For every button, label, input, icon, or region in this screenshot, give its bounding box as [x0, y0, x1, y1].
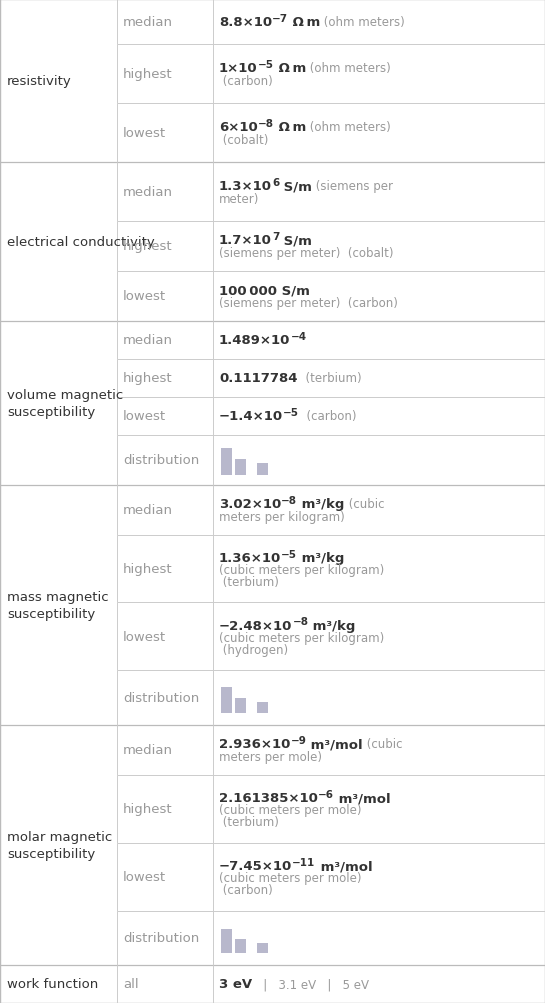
Text: −1.4×10: −1.4×10 [219, 410, 283, 423]
Text: molar magnetic
susceptibility: molar magnetic susceptibility [7, 830, 112, 860]
Text: (siemens per meter)  (cobalt): (siemens per meter) (cobalt) [219, 247, 393, 260]
Text: −7: −7 [272, 14, 288, 24]
Bar [257, 703, 268, 713]
Text: −6: −6 [318, 788, 334, 798]
Text: −5: −5 [281, 549, 297, 559]
Text: 2.161385×10: 2.161385×10 [219, 791, 318, 804]
Text: 7: 7 [272, 232, 279, 242]
Text: (terbium): (terbium) [298, 372, 361, 385]
Text: lowest: lowest [123, 290, 166, 303]
Text: highest: highest [123, 240, 173, 253]
Text: all: all [123, 978, 138, 991]
Text: lowest: lowest [123, 127, 166, 140]
Text: S/m: S/m [279, 180, 312, 193]
Bar [221, 687, 232, 713]
Text: 1.36×10: 1.36×10 [219, 552, 281, 565]
Text: (cubic meters per mole): (cubic meters per mole) [219, 803, 361, 816]
Text: highest: highest [123, 802, 173, 815]
Text: lowest: lowest [123, 630, 166, 643]
Text: −11: −11 [292, 857, 316, 867]
Text: (carbon): (carbon) [299, 410, 356, 423]
Text: work function: work function [7, 978, 98, 991]
Text: highest: highest [123, 563, 173, 576]
Text: S/m: S/m [279, 234, 312, 247]
Text: (siemens per: (siemens per [312, 180, 393, 193]
Text: 6×10: 6×10 [219, 121, 258, 134]
Text: m³/mol: m³/mol [306, 737, 363, 750]
Text: (cobalt): (cobalt) [219, 134, 268, 147]
Text: −9: −9 [290, 735, 306, 745]
Text: (hydrogen): (hydrogen) [219, 643, 288, 656]
Text: 0.1117784: 0.1117784 [219, 372, 298, 385]
Bar [221, 448, 232, 475]
Text: (cubic: (cubic [344, 497, 384, 511]
Text: 100 000 S/m: 100 000 S/m [219, 284, 310, 297]
Text: −5: −5 [258, 60, 274, 69]
Text: meters per kilogram): meters per kilogram) [219, 511, 345, 524]
Bar [221, 929, 232, 953]
Text: Ω m: Ω m [274, 121, 306, 134]
Text: −8: −8 [292, 617, 308, 627]
Text: electrical conductivity: electrical conductivity [7, 236, 155, 249]
Text: 3 eV: 3 eV [219, 978, 252, 991]
Text: −4: −4 [290, 331, 306, 341]
Text: (cubic meters per kilogram): (cubic meters per kilogram) [219, 564, 384, 577]
Text: highest: highest [123, 372, 173, 385]
Text: resistivity: resistivity [7, 75, 72, 88]
Text: (carbon): (carbon) [219, 75, 272, 88]
Bar [257, 463, 268, 475]
Text: 3.02×10: 3.02×10 [219, 497, 281, 511]
Text: |   3.1 eV   |   5 eV: | 3.1 eV | 5 eV [252, 978, 369, 991]
Text: Ω m: Ω m [288, 16, 320, 29]
Bar [235, 939, 246, 953]
Bar [235, 460, 246, 475]
Text: −8: −8 [258, 118, 274, 128]
Text: 1×10: 1×10 [219, 62, 258, 75]
Text: 6: 6 [272, 178, 279, 188]
Text: (cubic: (cubic [363, 737, 402, 750]
Text: distribution: distribution [123, 453, 199, 466]
Text: −5: −5 [283, 407, 299, 417]
Text: 1.489×10: 1.489×10 [219, 334, 290, 347]
Text: Ω m: Ω m [274, 62, 306, 75]
Text: (cubic meters per kilogram): (cubic meters per kilogram) [219, 631, 384, 644]
Text: (cubic meters per mole): (cubic meters per mole) [219, 872, 361, 885]
Text: median: median [123, 743, 173, 756]
Text: (terbium): (terbium) [219, 815, 279, 828]
Text: 8.8×10: 8.8×10 [219, 16, 272, 29]
Text: m³/mol: m³/mol [316, 860, 372, 873]
Text: lowest: lowest [123, 871, 166, 884]
Text: (ohm meters): (ohm meters) [306, 121, 391, 134]
Text: m³/kg: m³/kg [297, 552, 344, 565]
Text: −8: −8 [281, 495, 297, 506]
Text: (siemens per meter)  (carbon): (siemens per meter) (carbon) [219, 297, 398, 310]
Text: mass magnetic
susceptibility: mass magnetic susceptibility [7, 590, 108, 620]
Text: distribution: distribution [123, 691, 199, 704]
Text: −7.45×10: −7.45×10 [219, 860, 292, 873]
Text: (carbon): (carbon) [219, 884, 272, 897]
Text: −2.48×10: −2.48×10 [219, 619, 292, 632]
Text: volume magnetic
susceptibility: volume magnetic susceptibility [7, 388, 123, 418]
Text: 1.7×10: 1.7×10 [219, 234, 272, 247]
Text: 2.936×10: 2.936×10 [219, 737, 290, 750]
Text: highest: highest [123, 68, 173, 81]
Text: m³/kg: m³/kg [297, 497, 344, 511]
Text: median: median [123, 334, 173, 347]
Bar [257, 944, 268, 953]
Text: 1.3×10: 1.3×10 [219, 180, 272, 193]
Text: (terbium): (terbium) [219, 576, 279, 589]
Bar [235, 698, 246, 713]
Text: median: median [123, 504, 173, 517]
Text: (ohm meters): (ohm meters) [320, 16, 405, 29]
Text: (ohm meters): (ohm meters) [306, 62, 391, 75]
Text: distribution: distribution [123, 932, 199, 944]
Text: median: median [123, 16, 173, 29]
Text: median: median [123, 186, 173, 199]
Text: m³/mol: m³/mol [334, 791, 391, 804]
Text: meters per mole): meters per mole) [219, 750, 322, 763]
Text: lowest: lowest [123, 410, 166, 423]
Text: m³/kg: m³/kg [308, 619, 356, 632]
Text: meter): meter) [219, 193, 259, 206]
